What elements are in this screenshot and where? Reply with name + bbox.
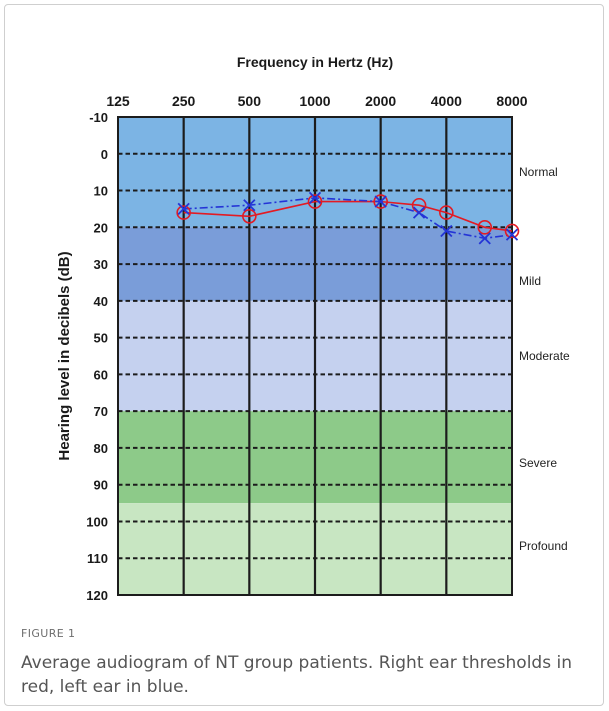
data-point-cross — [505, 228, 519, 241]
data-point-circle — [439, 205, 454, 220]
y-tick-label: 50 — [94, 331, 108, 346]
threshold-series — [176, 191, 520, 245]
y-tick-label: 80 — [94, 441, 108, 456]
data-point-cross — [478, 232, 491, 245]
data-point-cross — [374, 195, 387, 208]
data-point-circle — [307, 194, 323, 209]
x-tick-label: 2000 — [365, 93, 396, 109]
y-tick-label: 40 — [94, 294, 108, 309]
x-tick-label: 250 — [172, 93, 196, 109]
data-point-cross — [177, 202, 190, 216]
x-tick-label: 8000 — [496, 93, 527, 109]
y-axis-title: Hearing level in decibels (dB) — [56, 251, 73, 460]
plot-frame — [117, 116, 513, 596]
y-tick-label: 10 — [94, 184, 108, 199]
data-point-circle — [504, 223, 520, 239]
audiogram-chart: Frequency in Hertz (Hz) Hearing level in… — [56, 54, 570, 603]
band-label-mild: Mild — [519, 274, 541, 288]
y-tick-label: 60 — [94, 367, 108, 382]
x-tick-label: 125 — [106, 93, 130, 109]
audiogram-grid — [117, 116, 513, 596]
x-tick-label: 500 — [238, 93, 262, 109]
y-tick-label: 0 — [101, 147, 108, 162]
data-point-circle — [176, 205, 191, 220]
y-tick-label: 70 — [94, 404, 108, 419]
axis-labels: Frequency in Hertz (Hz) Hearing level in… — [56, 54, 570, 603]
x-tick-label: 1000 — [299, 93, 330, 109]
data-point-cross — [440, 224, 453, 238]
x-axis-title: Frequency in Hertz (Hz) — [237, 54, 393, 70]
figure-caption: Average audiogram of NT group patients. … — [21, 653, 572, 697]
data-point-circle — [477, 220, 493, 235]
y-tick-label: 20 — [94, 220, 108, 235]
y-tick-label: 120 — [86, 588, 108, 603]
data-point-cross — [412, 206, 426, 219]
figure-label: FIGURE 1 — [21, 627, 76, 640]
data-point-cross — [308, 191, 322, 205]
band-label-severe: Severe — [519, 456, 557, 470]
band-label-normal: Normal — [519, 165, 558, 179]
y-tick-label: -10 — [89, 110, 108, 125]
data-point-circle — [242, 208, 257, 224]
band-label-moderate: Moderate — [519, 349, 570, 363]
y-tick-label: 30 — [94, 257, 108, 272]
y-tick-label: 100 — [86, 514, 108, 529]
data-point-circle — [373, 194, 388, 209]
y-tick-label: 90 — [94, 478, 108, 493]
data-point-cross — [243, 199, 256, 212]
figure-frame — [4, 4, 604, 706]
band-label-profound: Profound — [519, 539, 568, 553]
y-tick-label: 110 — [87, 551, 108, 566]
x-tick-label: 4000 — [431, 93, 462, 109]
threshold-line-cross — [183, 197, 513, 240]
